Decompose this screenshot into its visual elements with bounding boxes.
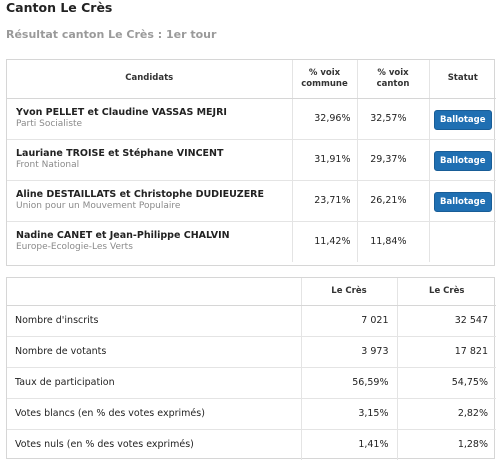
stat-value-canton: 54,75% <box>396 366 496 398</box>
header-pct-commune: % voix commune <box>291 60 357 99</box>
stat-value-commune: 7 021 <box>300 305 397 336</box>
candidate-row: Yvon PELLET et Claudine VASSAS MEJRI Par… <box>7 98 496 139</box>
ballotage-button[interactable]: Ballotage <box>433 151 492 171</box>
pct-commune: 32,96% <box>291 98 357 139</box>
candidate-name: Aline DESTAILLATS et Christophe DUDIEUZE… <box>16 189 264 200</box>
stats-row: Votes nuls (en % des votes exprimés) 1,4… <box>7 428 496 460</box>
candidate-name: Lauriane TROISE et Stéphane VINCENT <box>16 148 224 159</box>
pct-canton: 26,21% <box>356 179 429 221</box>
pct-commune: 31,91% <box>291 138 357 180</box>
candidate-cell: Nadine CANET et Jean-Philippe CHALVIN Eu… <box>7 220 292 262</box>
pct-commune: 11,42% <box>291 220 357 262</box>
stats-row: Nombre de votants 3 973 17 821 <box>7 335 496 367</box>
candidate-cell: Lauriane TROISE et Stéphane VINCENT Fron… <box>7 138 292 180</box>
stats-header-row: Le Crès Le Crès <box>7 278 496 306</box>
candidates-header-row: Candidats % voix commune % voix canton S… <box>7 60 496 99</box>
stat-value-canton: 17 821 <box>396 335 496 367</box>
header-pct-commune-line2: commune <box>301 78 348 89</box>
candidate-party: Union pour un Mouvement Populaire <box>16 201 181 211</box>
page-title: Canton Le Crès <box>6 0 113 15</box>
page-subtitle: Résultat canton Le Crès : 1er tour <box>6 28 217 41</box>
candidate-name: Yvon PELLET et Claudine VASSAS MEJRI <box>16 107 227 118</box>
stats-row: Nombre d'inscrits 7 021 32 547 <box>7 305 496 336</box>
header-pct-canton-line1: % voix <box>377 67 409 78</box>
candidate-party: Front National <box>16 160 80 170</box>
stat-value-canton: 32 547 <box>396 305 496 336</box>
stat-value-canton: 2,82% <box>396 397 496 429</box>
stats-table: Le Crès Le Crès Nombre d'inscrits 7 021 … <box>6 277 496 460</box>
stats-header-canton: Le Crès <box>396 278 496 306</box>
candidate-row: Nadine CANET et Jean-Philippe CHALVIN Eu… <box>7 220 496 262</box>
stats-row: Taux de participation 56,59% 54,75% <box>7 366 496 398</box>
stat-value-commune: 3 973 <box>300 335 397 367</box>
ballotage-button[interactable]: Ballotage <box>433 192 492 212</box>
stat-value-commune: 3,15% <box>300 397 397 429</box>
stat-label: Nombre d'inscrits <box>15 315 99 326</box>
candidate-row: Aline DESTAILLATS et Christophe DUDIEUZE… <box>7 179 496 221</box>
candidate-party: Europe-Ecologie-Les Verts <box>16 242 133 253</box>
status-cell: Ballotage <box>428 98 496 139</box>
stat-label: Nombre de votants <box>7 335 301 367</box>
candidate-party: Parti Socialiste <box>16 119 83 129</box>
candidates-table: Candidats % voix commune % voix canton S… <box>6 59 496 266</box>
candidate-cell: Aline DESTAILLATS et Christophe DUDIEUZE… <box>7 179 292 221</box>
header-pct-canton: % voix canton <box>356 60 429 99</box>
candidate-name: Nadine CANET et Jean-Philippe CHALVIN <box>16 230 230 242</box>
candidate-cell: Yvon PELLET et Claudine VASSAS MEJRI Par… <box>7 98 292 139</box>
stat-label: Votes blancs (en % des votes exprimés) <box>7 397 301 429</box>
status-cell: Ballotage <box>428 138 496 180</box>
pct-commune: 23,71% <box>291 179 357 221</box>
pct-canton: 11,84% <box>356 220 429 262</box>
stat-value-commune: 1,41% <box>300 428 397 460</box>
stat-value-commune: 56,59% <box>300 366 397 398</box>
pct-canton: 32,57% <box>356 98 429 139</box>
stats-header-commune: Le Crès <box>300 278 397 306</box>
header-pct-commune-line1: % voix <box>308 67 341 78</box>
stat-label: Votes nuls (en % des votes exprimés) <box>7 428 301 460</box>
status-cell-empty <box>428 220 496 262</box>
candidate-row: Lauriane TROISE et Stéphane VINCENT Fron… <box>7 138 496 180</box>
stats-header-empty <box>7 278 301 306</box>
header-pct-canton-line2: canton <box>376 78 410 89</box>
header-status: Statut <box>428 60 496 99</box>
header-candidates: Candidats <box>7 60 292 99</box>
status-cell: Ballotage <box>428 179 496 221</box>
stat-value-canton: 1,28% <box>396 428 496 460</box>
stat-label: Taux de participation <box>7 366 301 398</box>
ballotage-button[interactable]: Ballotage <box>433 110 492 130</box>
pct-canton: 29,37% <box>356 138 429 180</box>
stats-row: Votes blancs (en % des votes exprimés) 3… <box>7 397 496 429</box>
